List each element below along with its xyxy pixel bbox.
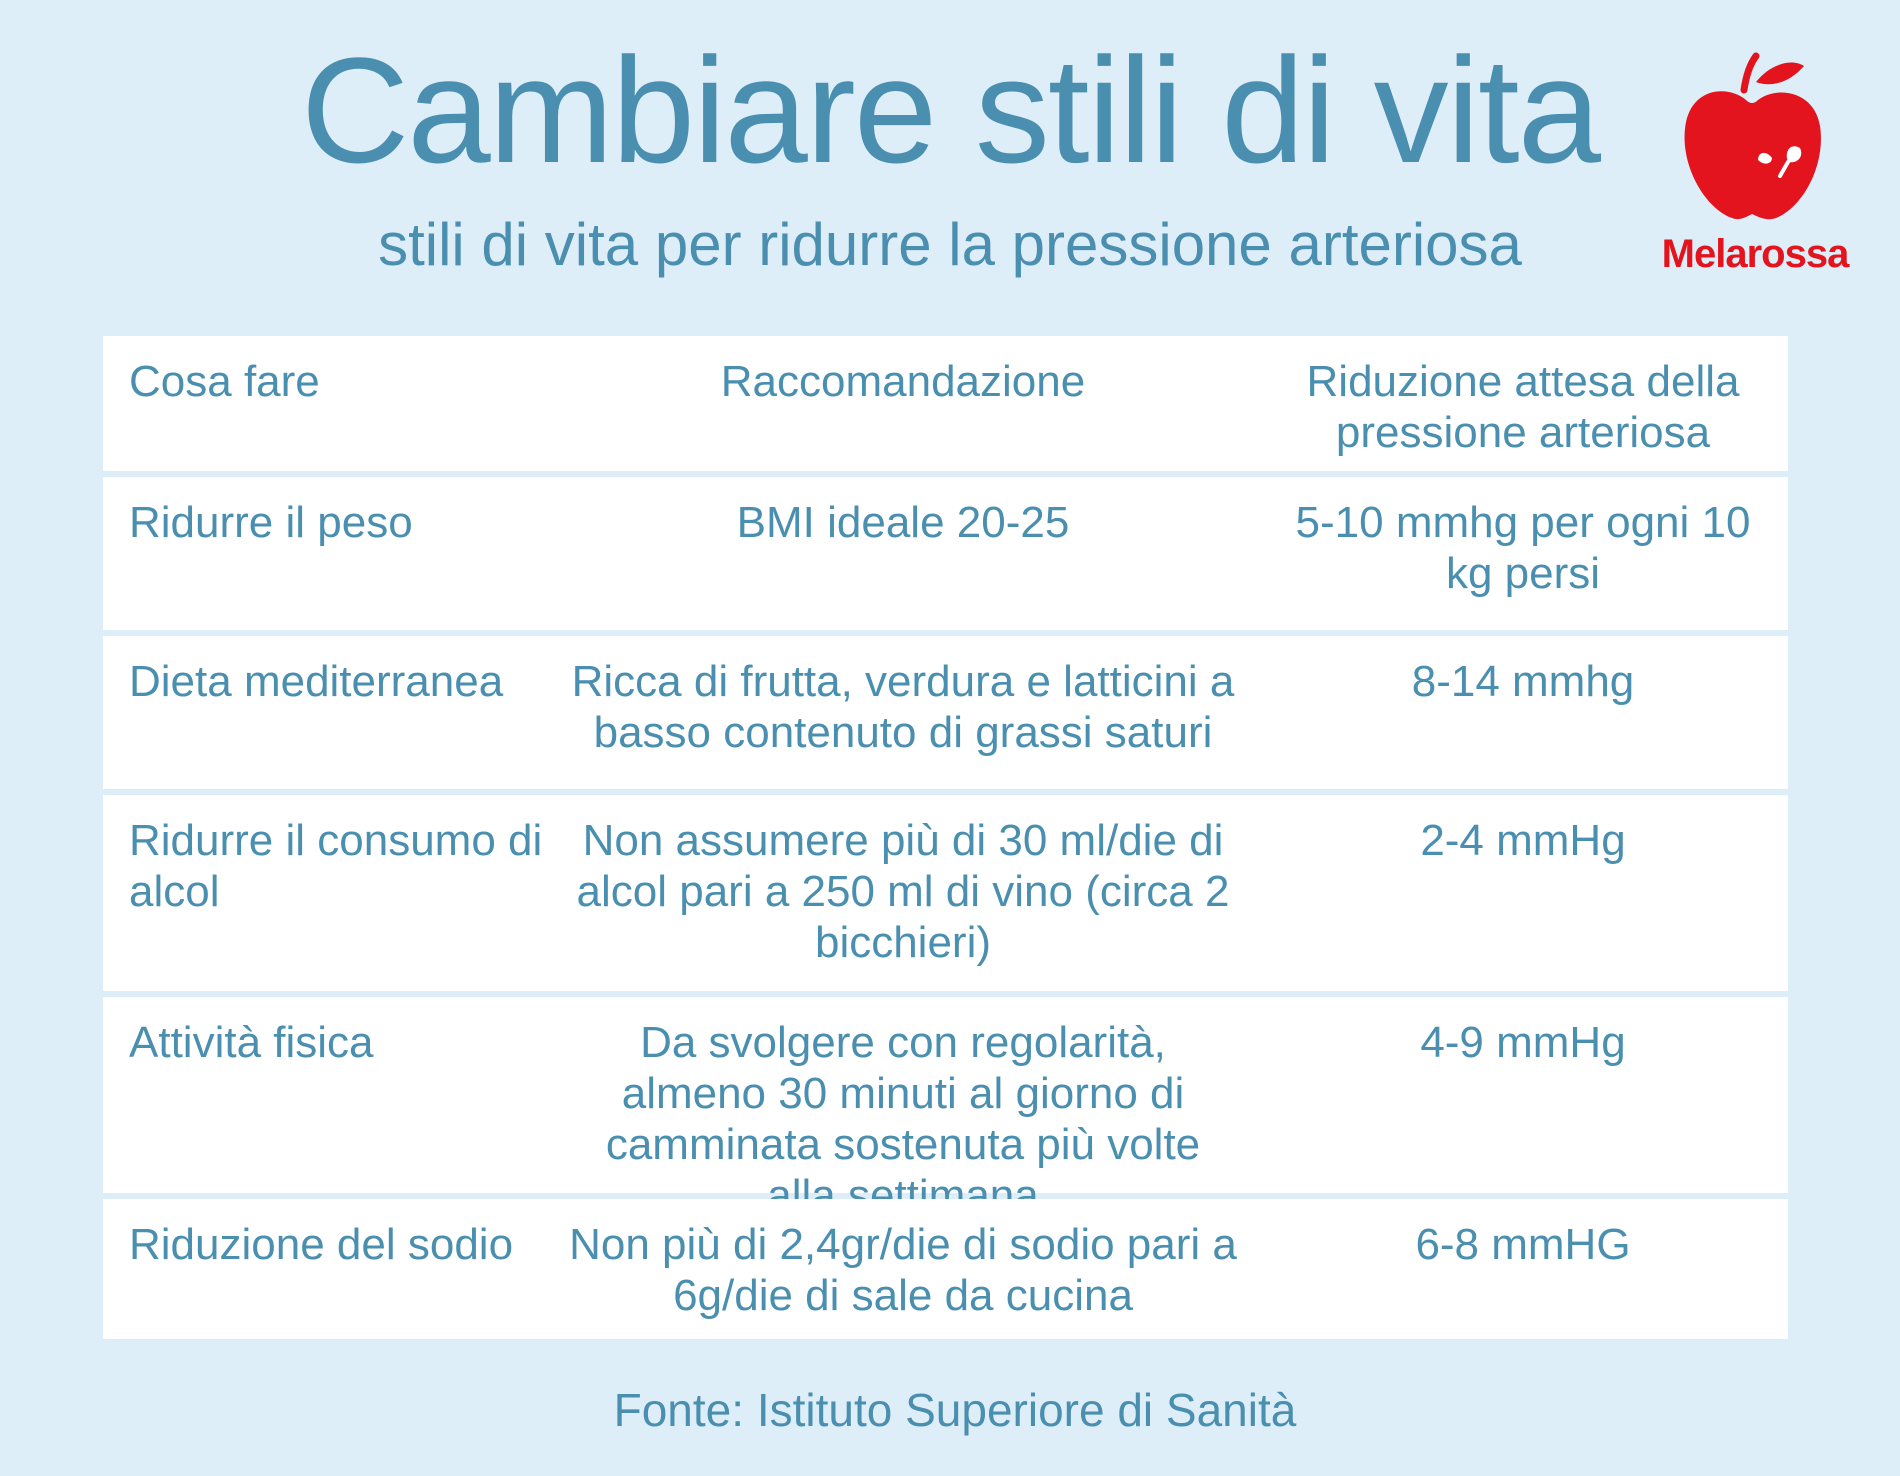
table-cell-recommendation: Da svolgere con regolarità, almeno 30 mi… [605, 1018, 1201, 1220]
table-cell-recommendation: Non più di 2,4gr/die di sodio pari a 6g/… [569, 1220, 1237, 1320]
table-cell-action: Riduzione del sodio [129, 1220, 514, 1269]
page-title: Cambiare stili di vita [300, 26, 1601, 194]
table-row: Ridurre il consumo di alcol Non assumere… [103, 795, 1788, 991]
table-header-row: Cosa fare Raccomandazione Riduzione atte… [103, 336, 1788, 471]
table-cell-action: Attività fisica [129, 1018, 374, 1067]
header-cell-what-to-do: Cosa fare [129, 357, 320, 406]
header-cell-expected-reduction: Riduzione attesa della pressione arterio… [1306, 357, 1740, 457]
table-cell-recommendation: Non assumere più di 30 ml/die di alcol p… [576, 816, 1230, 967]
table-row: Ridurre il peso BMI ideale 20-25 5-10 mm… [103, 477, 1788, 630]
brand-logo: Melarossa [1650, 52, 1860, 282]
table-cell-reduction: 2-4 mmHg [1420, 816, 1626, 865]
table-cell-recommendation: BMI ideale 20-25 [736, 498, 1070, 547]
table-row: Attività fisica Da svolgere con regolari… [103, 997, 1788, 1220]
table-cell-reduction: 5-10 mmhg per ogni 10 kg persi [1295, 498, 1751, 598]
apple-icon [1684, 52, 1821, 220]
brand-name: Melarossa [1661, 232, 1850, 276]
table-cell-reduction: 6-8 mmHG [1415, 1220, 1631, 1269]
table-row: Riduzione del sodio Non più di 2,4gr/die… [103, 1199, 1788, 1339]
page-subtitle: stili di vita per ridurre la pressione a… [378, 211, 1522, 278]
header-cell-recommendation: Raccomandazione [720, 357, 1086, 406]
source-note: Fonte: Istituto Superiore di Sanità [613, 1384, 1297, 1436]
table-cell-action: Ridurre il peso [129, 498, 413, 547]
table-row: Dieta mediterranea Ricca di frutta, verd… [103, 636, 1788, 789]
table-cell-action: Dieta mediterranea [129, 657, 504, 706]
lifestyle-table: Cosa fare Raccomandazione Riduzione atte… [103, 336, 1788, 1339]
table-cell-action: Ridurre il consumo di alcol [129, 816, 543, 916]
table-cell-recommendation: Ricca di frutta, verdura e latticini a b… [571, 657, 1235, 757]
table-cell-reduction: 4-9 mmHg [1420, 1018, 1626, 1067]
table-cell-reduction: 8-14 mmhg [1411, 657, 1635, 706]
